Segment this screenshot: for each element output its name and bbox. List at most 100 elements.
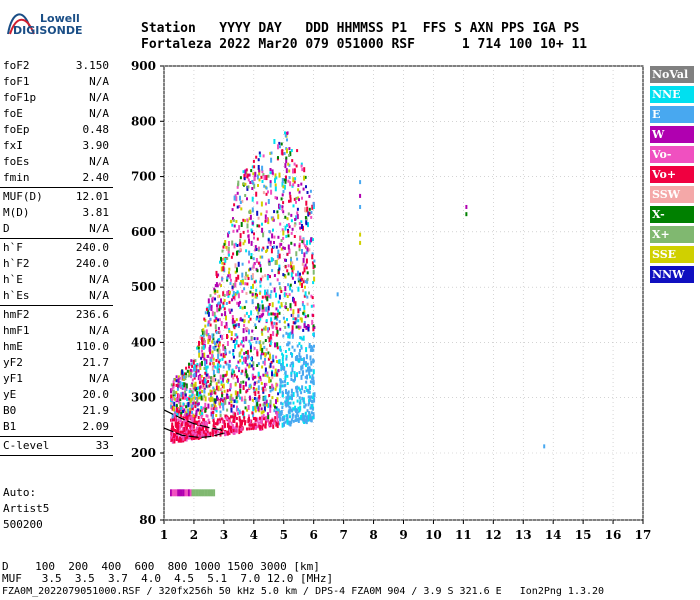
- trace-point: [299, 355, 302, 361]
- trace-point: [268, 423, 271, 427]
- trace-point: [177, 425, 180, 429]
- trace-point: [255, 288, 258, 292]
- trace-point: [269, 402, 272, 408]
- trace-point: [186, 434, 189, 438]
- trace-point: [264, 291, 267, 295]
- footer-distance-row: D 100 200 400 600 800 1000 1500 3000 [km…: [2, 560, 320, 573]
- trace-point: [252, 367, 255, 371]
- trace-point: [309, 416, 312, 420]
- trace-point: [179, 405, 182, 411]
- trace-point: [308, 399, 311, 405]
- trace-point: [208, 432, 211, 436]
- trace-point: [213, 389, 216, 395]
- trace-point: [245, 300, 248, 304]
- trace-point: [273, 373, 276, 377]
- trace-point: [250, 256, 253, 260]
- trace-point: [273, 274, 276, 277]
- trace-point: [303, 405, 306, 409]
- trace-point: [228, 241, 230, 246]
- trace-point: [181, 423, 184, 427]
- trace-point: [244, 275, 247, 279]
- trace-point: [296, 214, 299, 220]
- trace-point: [231, 371, 234, 375]
- param-row: MUF(D) 12.01: [0, 189, 113, 205]
- trace-point: [310, 368, 313, 372]
- trace-point: [268, 424, 271, 428]
- trace-point: [291, 395, 293, 399]
- trace-point: [231, 223, 234, 227]
- trace-point: [295, 356, 298, 361]
- trace-point: [282, 273, 285, 277]
- trace-point: [245, 311, 248, 315]
- trace-point: [278, 311, 281, 315]
- trace-point: [198, 352, 201, 358]
- trace-point: [235, 417, 238, 420]
- trace-point: [214, 324, 217, 330]
- trace-point: [193, 430, 196, 436]
- trace-point: [281, 352, 284, 356]
- trace-point: [283, 184, 286, 190]
- trace-point: [218, 341, 221, 345]
- trace-point: [213, 374, 216, 377]
- trace-point: [210, 358, 213, 362]
- trace-point: [197, 392, 200, 397]
- trace-point: [231, 397, 234, 401]
- trace-point: [225, 302, 228, 305]
- trace-point: [201, 397, 204, 401]
- trace-point: [306, 247, 309, 253]
- param-row: B1 2.09: [0, 419, 113, 435]
- trace-point: [268, 380, 271, 384]
- trace-point: [235, 339, 238, 345]
- trace-point: [186, 398, 189, 401]
- trace-point: [188, 413, 191, 419]
- trace-point: [311, 400, 314, 403]
- trace-point: [243, 320, 246, 324]
- trace-point: [182, 426, 185, 430]
- trace-point: [192, 429, 195, 433]
- trace-point: [267, 237, 270, 241]
- trace-point: [287, 391, 290, 395]
- trace-point: [260, 407, 263, 411]
- trace-point: [172, 425, 175, 429]
- trace-point: [212, 340, 215, 344]
- trace-point: [266, 245, 269, 249]
- trace-point: [278, 282, 281, 286]
- trace-point: [244, 219, 247, 223]
- trace-point: [185, 429, 188, 435]
- trace-point: [246, 197, 248, 201]
- trace-point: [235, 333, 238, 337]
- trace-point: [226, 334, 228, 339]
- trace-point: [171, 425, 174, 431]
- trace-point: [257, 165, 260, 170]
- trace-point: [291, 361, 294, 365]
- x-tick-label: 17: [635, 528, 652, 542]
- trace-point: [259, 284, 262, 288]
- trace-point: [251, 299, 254, 305]
- trace-point: [179, 437, 182, 443]
- trace-point: [190, 397, 193, 401]
- trace-point: [295, 273, 297, 277]
- trace-point: [312, 281, 315, 285]
- trace-point: [237, 323, 240, 328]
- trace-point: [185, 383, 188, 389]
- trace-point: [307, 211, 310, 215]
- trace-point: [220, 284, 222, 287]
- trace-point: [257, 311, 260, 315]
- trace-point: [186, 434, 189, 438]
- trace-point: [276, 255, 279, 258]
- trace-point: [253, 382, 256, 386]
- trace-point: [178, 410, 181, 414]
- trace-point: [303, 167, 306, 173]
- trace-point: [259, 378, 262, 382]
- trace-point: [229, 384, 232, 390]
- trace-point: [237, 302, 240, 307]
- trace-point: [266, 374, 269, 378]
- trace-point: [233, 427, 236, 431]
- trace-point: [217, 370, 220, 374]
- trace-point: [274, 387, 277, 391]
- param-value: 20.0: [82, 388, 110, 401]
- trace-point: [243, 287, 246, 291]
- trace-point: [311, 346, 314, 350]
- trace-point: [223, 419, 226, 425]
- trace-point: [270, 189, 273, 195]
